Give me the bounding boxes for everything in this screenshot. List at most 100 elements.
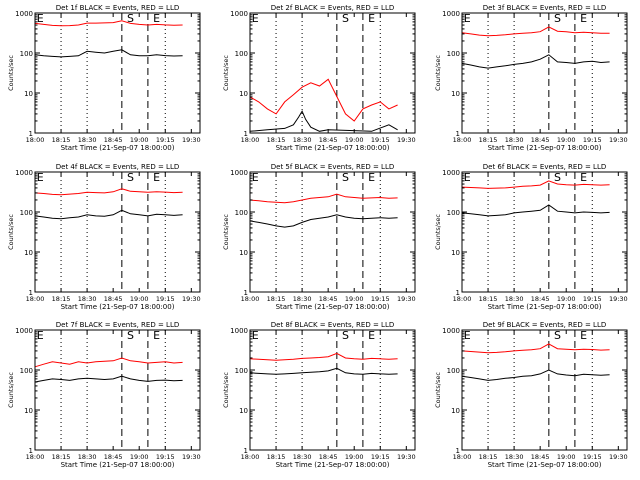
x-tick-label: 18:15 — [52, 295, 71, 303]
chart-panel-5: Det 5f BLACK = Events, RED = LLD 1 10 100 10… — [222, 163, 416, 311]
region-letter: E — [368, 171, 375, 184]
x-tick-label: 19:15 — [583, 453, 602, 461]
y-axis-label: Counts/sec — [434, 214, 442, 250]
events-series-line — [461, 369, 610, 381]
x-tick-label: 19:15 — [156, 453, 175, 461]
chart-title: Det 7f BLACK = Events, RED = LLD — [56, 321, 179, 329]
x-tick-label: 19:15 — [156, 295, 175, 303]
y-tick-label: 1000 — [230, 10, 248, 18]
plot-frame — [461, 329, 628, 451]
chart-panel-4: Det 4f BLACK = Events, RED = LLD 1 10 100 10… — [7, 163, 201, 311]
y-axis-label: Counts/sec — [7, 214, 15, 250]
x-tick-label: 19:30 — [397, 136, 416, 144]
x-tick-label: 19:00 — [345, 295, 364, 303]
y-tick-label: 1000 — [230, 169, 248, 177]
x-tick-label: 19:00 — [130, 136, 149, 144]
region-letter: E — [252, 329, 259, 342]
plot-frame — [34, 12, 201, 134]
lld-series-line — [249, 352, 398, 361]
y-tick-label: 10 — [239, 249, 248, 257]
region-letter: E — [464, 12, 471, 25]
y-axis-label: Counts/sec — [222, 214, 230, 250]
x-tick-label: 18:45 — [531, 295, 550, 303]
x-tick-label: 19:30 — [182, 136, 201, 144]
x-tick-label: 19:30 — [397, 453, 416, 461]
x-tick-label: 18:45 — [319, 453, 338, 461]
y-axis-label: Counts/sec — [434, 55, 442, 91]
x-tick-label: 18:00 — [26, 136, 45, 144]
x-tick-label: 18:45 — [531, 136, 550, 144]
region-letter: E — [580, 12, 587, 25]
region-letter: E — [464, 329, 471, 342]
region-letter: E — [580, 171, 587, 184]
region-letter: E — [252, 171, 259, 184]
y-tick-label: 1 — [29, 447, 33, 455]
plot-frame — [461, 12, 628, 134]
y-tick-label: 1 — [456, 130, 460, 138]
x-tick-label: 19:15 — [156, 136, 175, 144]
events-series-line — [461, 204, 610, 217]
x-tick-label: 19:30 — [609, 295, 628, 303]
x-tick-label: 18:30 — [78, 453, 97, 461]
x-tick-label: 19:15 — [371, 295, 390, 303]
y-tick-label: 1000 — [442, 169, 460, 177]
region-letter: E — [37, 171, 44, 184]
y-tick-label: 100 — [20, 50, 33, 58]
events-series-line — [34, 375, 183, 383]
y-tick-label: 10 — [451, 407, 460, 415]
chart-title: Det 2f BLACK = Events, RED = LLD — [271, 4, 394, 12]
events-series-line — [249, 367, 398, 375]
y-axis-label: Counts/sec — [7, 55, 15, 91]
chart-panel-2: Det 2f BLACK = Events, RED = LLD 1 10 100 10… — [222, 4, 416, 152]
x-tick-label: 18:00 — [453, 453, 472, 461]
y-tick-label: 1000 — [15, 169, 33, 177]
chart-title: Det 8f BLACK = Events, RED = LLD — [271, 321, 394, 329]
y-tick-label: 100 — [447, 50, 460, 58]
y-tick-label: 10 — [451, 249, 460, 257]
events-series-line — [34, 49, 183, 58]
region-letter: E — [153, 329, 160, 342]
y-tick-label: 10 — [24, 407, 33, 415]
x-tick-label: 18:45 — [319, 136, 338, 144]
region-letter: S — [342, 329, 349, 342]
chart-panel-1: Det 1f BLACK = Events, RED = LLD 1 10 100 10… — [7, 4, 201, 152]
x-tick-label: 19:30 — [397, 295, 416, 303]
x-tick-label: 18:30 — [293, 453, 312, 461]
x-tick-label: 19:00 — [345, 453, 364, 461]
region-letter: S — [127, 329, 134, 342]
region-letter: E — [153, 12, 160, 25]
y-tick-label: 100 — [447, 209, 460, 217]
x-tick-label: 18:15 — [479, 453, 498, 461]
plot-frame — [34, 329, 201, 451]
x-tick-label: 18:00 — [26, 453, 45, 461]
y-tick-label: 1 — [456, 289, 460, 297]
region-letter: S — [342, 171, 349, 184]
lld-series-line — [461, 343, 610, 354]
x-tick-label: 18:30 — [78, 295, 97, 303]
x-tick-label: 18:30 — [505, 136, 524, 144]
region-letter: E — [153, 171, 160, 184]
lld-series-line — [34, 357, 183, 368]
chart-title: Det 5f BLACK = Events, RED = LLD — [271, 163, 394, 171]
lld-series-line — [249, 78, 398, 122]
x-tick-label: 18:15 — [267, 136, 286, 144]
region-letter: E — [368, 329, 375, 342]
region-letter: E — [368, 12, 375, 25]
chart-title: Det 6f BLACK = Events, RED = LLD — [483, 163, 606, 171]
y-tick-label: 1000 — [15, 10, 33, 18]
y-tick-label: 1 — [244, 447, 248, 455]
x-tick-label: 18:45 — [531, 453, 550, 461]
x-axis-label: Start Time (21-Sep-07 18:00:00) — [276, 303, 390, 311]
x-tick-label: 19:00 — [557, 136, 576, 144]
chart-title: Det 1f BLACK = Events, RED = LLD — [56, 4, 179, 12]
y-tick-label: 100 — [447, 367, 460, 375]
y-tick-label: 1 — [29, 130, 33, 138]
x-tick-label: 18:15 — [479, 136, 498, 144]
plot-frame — [249, 171, 416, 293]
region-letter: E — [464, 171, 471, 184]
plot-frame — [34, 171, 201, 293]
x-tick-label: 19:15 — [371, 136, 390, 144]
plot-frame — [461, 171, 628, 293]
x-tick-label: 19:15 — [583, 295, 602, 303]
